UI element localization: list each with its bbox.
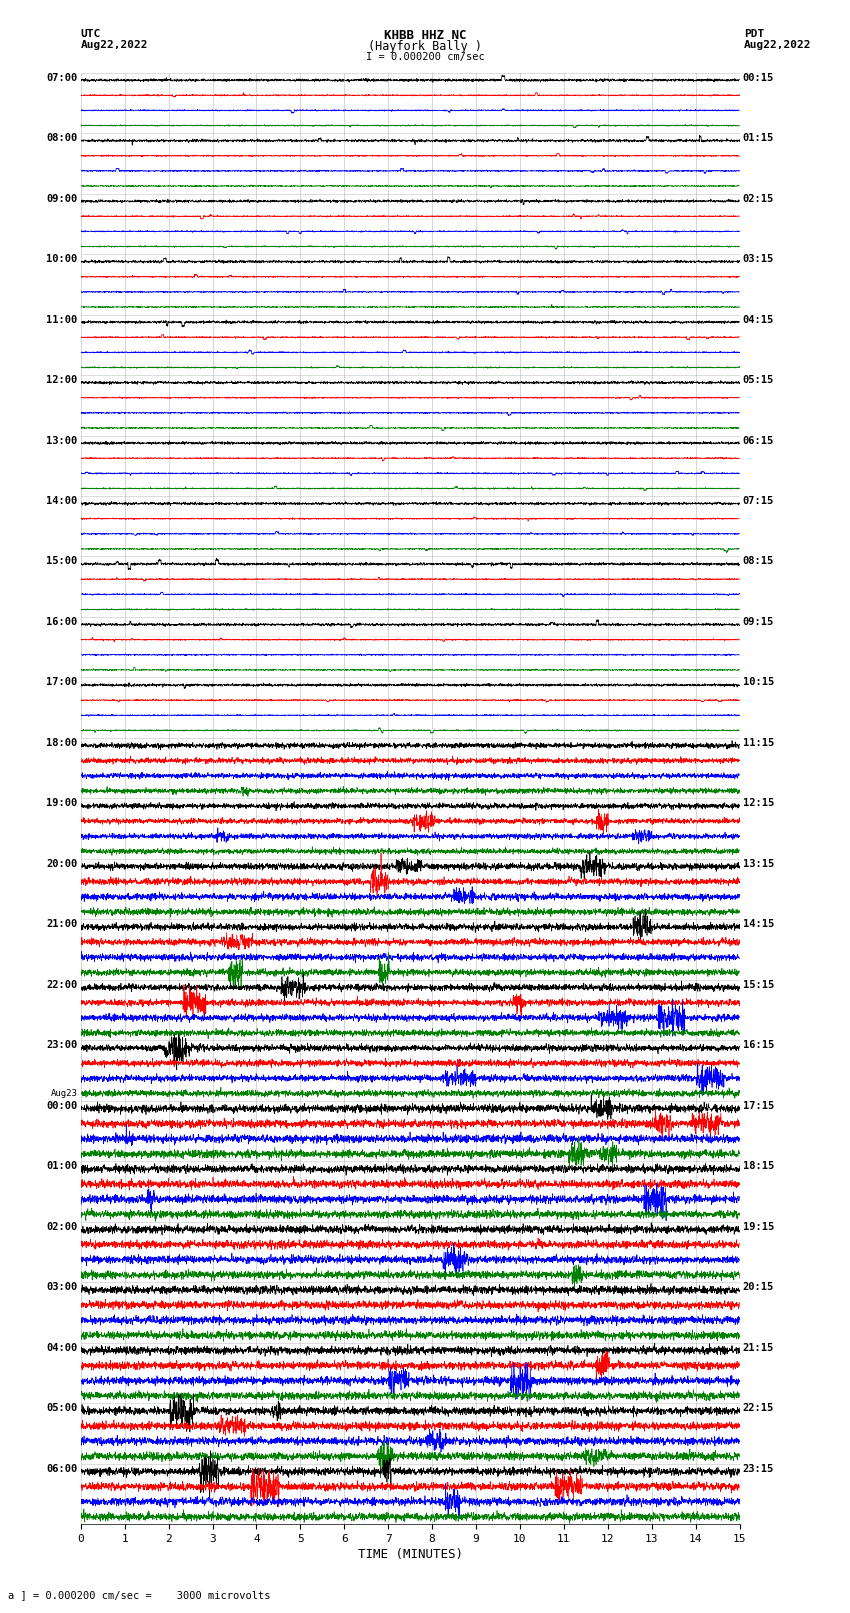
Text: 02:15: 02:15 (743, 194, 774, 203)
Text: 08:15: 08:15 (743, 556, 774, 566)
Text: Aug22,2022: Aug22,2022 (81, 40, 148, 50)
Text: 19:00: 19:00 (46, 798, 77, 808)
Text: 00:15: 00:15 (743, 73, 774, 82)
Text: 14:00: 14:00 (46, 497, 77, 506)
Text: 18:00: 18:00 (46, 739, 77, 748)
Text: 07:00: 07:00 (46, 73, 77, 82)
Text: KHBB HHZ NC: KHBB HHZ NC (383, 29, 467, 42)
Text: Aug22,2022: Aug22,2022 (744, 40, 811, 50)
Text: 15:15: 15:15 (743, 979, 774, 990)
Text: 01:00: 01:00 (46, 1161, 77, 1171)
Text: 23:00: 23:00 (46, 1040, 77, 1050)
Text: 16:00: 16:00 (46, 618, 77, 627)
Text: 22:15: 22:15 (743, 1403, 774, 1413)
Text: I = 0.000200 cm/sec: I = 0.000200 cm/sec (366, 52, 484, 61)
Text: 21:15: 21:15 (743, 1342, 774, 1353)
Text: 06:00: 06:00 (46, 1465, 77, 1474)
Text: 13:00: 13:00 (46, 436, 77, 445)
Text: 17:15: 17:15 (743, 1100, 774, 1111)
Text: 03:00: 03:00 (46, 1282, 77, 1292)
Text: 18:15: 18:15 (743, 1161, 774, 1171)
Text: 14:15: 14:15 (743, 919, 774, 929)
X-axis label: TIME (MINUTES): TIME (MINUTES) (358, 1548, 462, 1561)
Text: 02:00: 02:00 (46, 1223, 77, 1232)
Text: 10:00: 10:00 (46, 255, 77, 265)
Text: 03:15: 03:15 (743, 255, 774, 265)
Text: 10:15: 10:15 (743, 677, 774, 687)
Text: 23:15: 23:15 (743, 1465, 774, 1474)
Text: 04:15: 04:15 (743, 315, 774, 324)
Text: 12:15: 12:15 (743, 798, 774, 808)
Text: 05:00: 05:00 (46, 1403, 77, 1413)
Text: UTC: UTC (81, 29, 101, 39)
Text: 09:00: 09:00 (46, 194, 77, 203)
Text: 09:15: 09:15 (743, 618, 774, 627)
Text: 16:15: 16:15 (743, 1040, 774, 1050)
Text: 21:00: 21:00 (46, 919, 77, 929)
Text: Aug23: Aug23 (51, 1089, 77, 1098)
Text: (Hayfork Bally ): (Hayfork Bally ) (368, 40, 482, 53)
Text: 20:15: 20:15 (743, 1282, 774, 1292)
Text: 05:15: 05:15 (743, 376, 774, 386)
Text: 17:00: 17:00 (46, 677, 77, 687)
Text: PDT: PDT (744, 29, 764, 39)
Text: 00:00: 00:00 (46, 1100, 77, 1111)
Text: 22:00: 22:00 (46, 979, 77, 990)
Text: 13:15: 13:15 (743, 858, 774, 869)
Text: 15:00: 15:00 (46, 556, 77, 566)
Text: 19:15: 19:15 (743, 1223, 774, 1232)
Text: 04:00: 04:00 (46, 1342, 77, 1353)
Text: 11:00: 11:00 (46, 315, 77, 324)
Text: 08:00: 08:00 (46, 134, 77, 144)
Text: 07:15: 07:15 (743, 497, 774, 506)
Text: 06:15: 06:15 (743, 436, 774, 445)
Text: 01:15: 01:15 (743, 134, 774, 144)
Text: 20:00: 20:00 (46, 858, 77, 869)
Text: 11:15: 11:15 (743, 739, 774, 748)
Text: a ] = 0.000200 cm/sec =    3000 microvolts: a ] = 0.000200 cm/sec = 3000 microvolts (8, 1590, 271, 1600)
Text: 12:00: 12:00 (46, 376, 77, 386)
